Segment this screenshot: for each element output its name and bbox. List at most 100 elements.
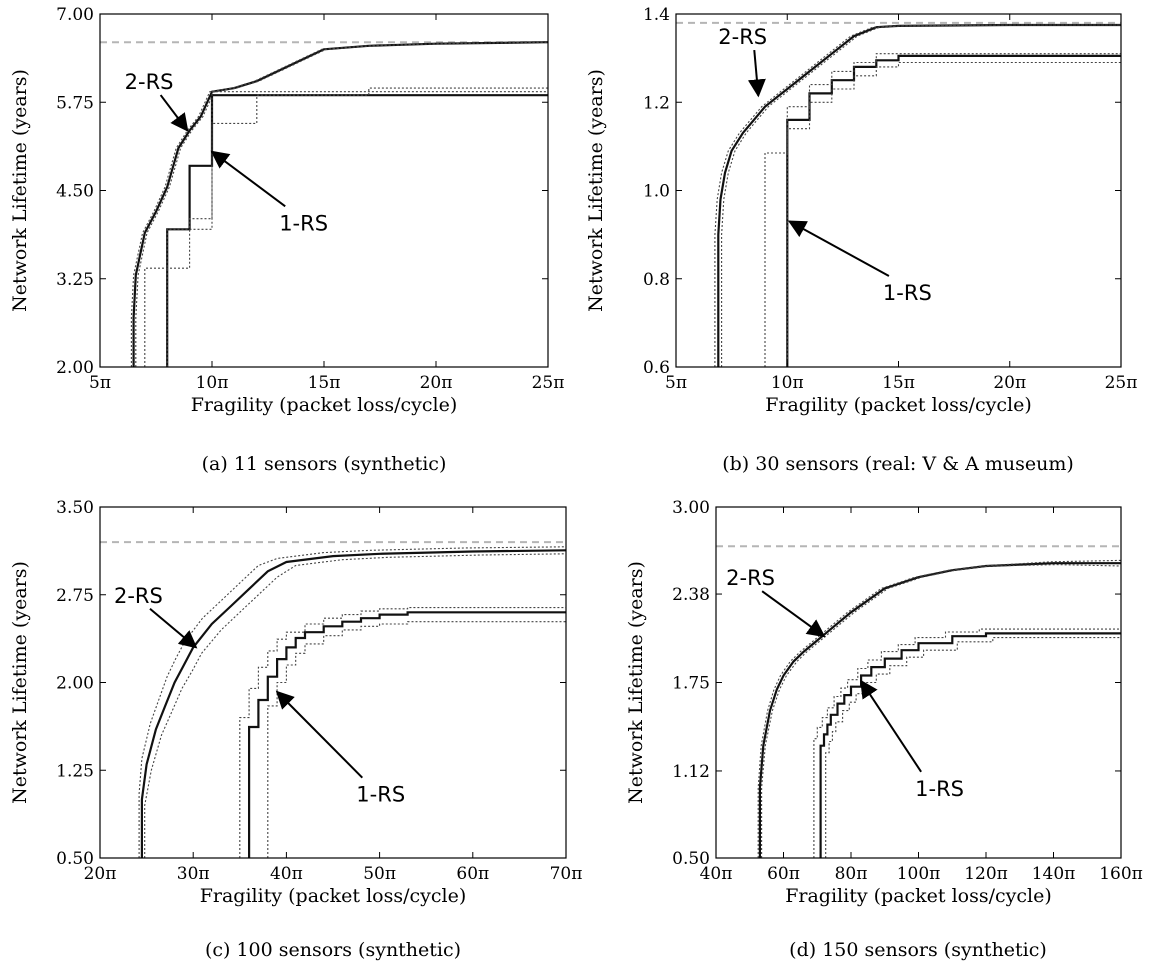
- series-bound-line: [813, 628, 1121, 858]
- series-bound-line: [239, 607, 566, 858]
- annotation-arrow: [761, 590, 826, 638]
- series-bound-line: [764, 53, 1121, 367]
- series-bound-line: [135, 41, 548, 367]
- series-line-2-rs: [717, 23, 1121, 367]
- series-bound-line: [721, 24, 1121, 367]
- y-tick-label: 1.25: [56, 761, 94, 781]
- series-bound-line: [786, 61, 1121, 367]
- series-bound-line: [267, 621, 566, 858]
- annotation-arrow: [159, 94, 189, 132]
- x-tick-label: 60π: [767, 864, 800, 884]
- y-tick-label: 0.50: [672, 849, 710, 869]
- x-tick-label: 40π: [700, 864, 733, 884]
- annotation-label: 2-RS: [726, 566, 775, 590]
- x-tick-label: 15π: [308, 373, 341, 393]
- series-bound-line: [825, 637, 1121, 858]
- x-axis-label: Fragility (packet loss/cycle): [200, 885, 467, 907]
- series-group: [714, 23, 1121, 367]
- y-tick-label: 1.75: [672, 674, 710, 694]
- x-tick-label: 60π: [456, 864, 489, 884]
- y-tick-label: 7.00: [56, 5, 94, 25]
- annotation-arrow: [747, 49, 766, 98]
- series-bound-line: [761, 564, 1121, 858]
- y-axis-label: Network Lifetime (years): [9, 561, 31, 804]
- x-tick-label: 5π: [665, 373, 687, 393]
- series-bound-line: [138, 546, 566, 858]
- x-axis-label: Fragility (packet loss/cycle): [191, 394, 458, 416]
- x-tick-label: 80π: [835, 864, 868, 884]
- annotation-label: 2-RS: [125, 70, 174, 94]
- x-tick-label: 20π: [420, 373, 453, 393]
- y-tick-label: 0.50: [56, 849, 94, 869]
- annotation-label: 2-RS: [114, 584, 163, 608]
- y-tick-label: 2.00: [56, 674, 94, 694]
- y-axis-label: Network Lifetime (years): [585, 69, 607, 312]
- panel-caption: (d) 150 sensors (synthetic): [789, 939, 1047, 961]
- x-tick-label: 10π: [196, 373, 229, 393]
- series-group: [757, 559, 1121, 858]
- y-tick-label: 2.75: [56, 586, 94, 606]
- series-line-1-rs: [166, 94, 548, 367]
- y-tick-label: 0.6: [643, 358, 670, 378]
- x-tick-label: 5π: [89, 373, 111, 393]
- y-tick-label: 1.12: [672, 762, 710, 782]
- y-axis-label: Network Lifetime (years): [9, 69, 31, 312]
- x-tick-label: 120π: [964, 864, 1008, 884]
- annotation-arrow: [210, 150, 286, 208]
- x-tick-label: 160π: [1099, 864, 1143, 884]
- x-tick-label: 25π: [532, 373, 565, 393]
- x-tick-label: 25π: [1105, 373, 1138, 393]
- x-axis-label: Fragility (packet loss/cycle): [785, 885, 1052, 907]
- x-axis-label: Fragility (packet loss/cycle): [765, 394, 1032, 416]
- annotation-arrow: [275, 690, 364, 779]
- y-tick-label: 3.25: [56, 270, 94, 290]
- y-tick-label: 1.4: [643, 5, 670, 25]
- chart-panel-a: 5π 10π 15π 20π 25π 2.00 3.25 4.50 5.75 7.00 Fragil…: [9, 5, 564, 475]
- chart-panel-d: 40π 60π 80π 100π 120π 140π 160π 0.50 1.12 1.75 2.3…: [625, 498, 1143, 961]
- series-bound-line: [714, 24, 1121, 367]
- series-bound-line: [144, 553, 566, 858]
- series-bound-line: [166, 91, 548, 367]
- y-tick-label: 1.2: [643, 93, 670, 113]
- series-line-1-rs: [819, 632, 1121, 858]
- chart-panel-c: 20π 30π 40π 50π 60π 70π 0.50 1.25 2.00 2.75 3.50 Fr…: [9, 498, 582, 961]
- panel-caption: (b) 30 sensors (real: V & A museum): [722, 453, 1074, 475]
- series-line-2-rs: [132, 41, 548, 367]
- x-tick-label: 10π: [771, 373, 804, 393]
- panel-caption: (a) 11 sensors (synthetic): [202, 453, 447, 475]
- y-tick-label: 1.0: [643, 182, 670, 202]
- x-tick-label: 50π: [363, 864, 396, 884]
- series-group: [130, 41, 548, 367]
- series-line-1-rs: [786, 54, 1121, 367]
- x-tick-label: 70π: [550, 864, 583, 884]
- y-tick-label: 2.00: [56, 358, 94, 378]
- series-line-2-rs: [140, 549, 566, 858]
- annotation-label: 1-RS: [279, 211, 328, 235]
- x-tick-label: 15π: [882, 373, 915, 393]
- y-tick-label: 5.75: [56, 93, 94, 113]
- annotation-label: 2-RS: [718, 25, 767, 49]
- y-tick-label: 3.00: [672, 498, 710, 518]
- annotation-arrow: [149, 607, 198, 649]
- series-line-1-rs: [248, 611, 566, 858]
- x-tick-label: 20π: [993, 373, 1026, 393]
- annotation-label: 1-RS: [883, 281, 932, 305]
- series-bound-line: [130, 41, 548, 367]
- x-tick-label: 100π: [897, 864, 941, 884]
- plot-frame: [99, 506, 567, 859]
- y-tick-label: 2.38: [672, 585, 710, 605]
- annotation-label: 1-RS: [356, 783, 405, 807]
- panel-caption: (c) 100 sensors (synthetic): [205, 939, 461, 961]
- series-bound-line: [144, 87, 548, 367]
- x-tick-label: 30π: [177, 864, 210, 884]
- annotation-arrow: [787, 220, 890, 277]
- series-bound-line: [757, 559, 1121, 858]
- plot-frame: [675, 13, 1122, 368]
- y-tick-label: 3.50: [56, 498, 94, 518]
- series-group: [138, 546, 566, 858]
- y-tick-label: 4.50: [56, 182, 94, 202]
- annotation-arrow: [860, 679, 922, 773]
- x-tick-label: 20π: [84, 864, 117, 884]
